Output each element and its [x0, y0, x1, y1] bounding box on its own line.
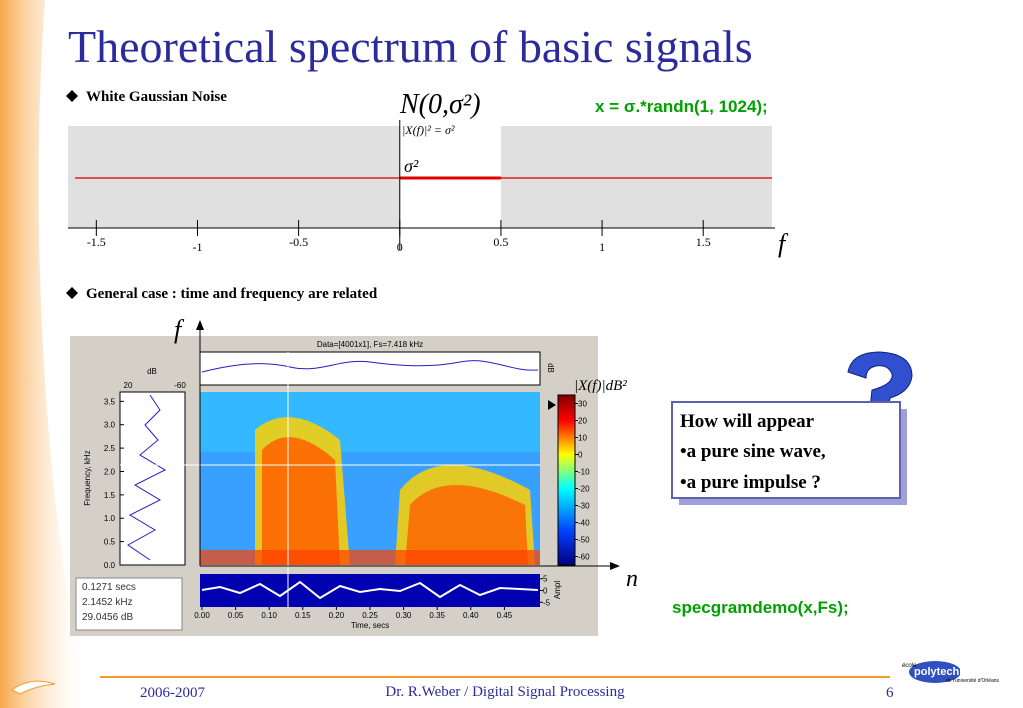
arrow	[548, 400, 556, 410]
x-tick-label: 0.45	[497, 611, 513, 620]
spectrogram-energy	[405, 485, 528, 565]
spectrogram-energy	[262, 437, 340, 565]
label: dB	[147, 367, 157, 376]
x-tick-label: 0.15	[295, 611, 311, 620]
axis-label: Time, secs	[351, 621, 389, 630]
readout: 29.0456 dB	[82, 612, 133, 623]
logo-text: école	[902, 663, 917, 669]
label: dB	[546, 363, 555, 373]
y-tick-label: 3.0	[104, 421, 116, 430]
heading: General case : time and frequency are re…	[86, 286, 378, 302]
colorbar-tick-label: -50	[578, 536, 590, 545]
colorbar-tick-label: -40	[578, 519, 590, 528]
arrow	[610, 562, 620, 570]
colorbar-tick-label: -20	[578, 485, 590, 494]
callout-text: •a pure impulse ?	[680, 472, 821, 493]
y-tick-label: 2.5	[104, 444, 116, 453]
readout: 2.1452 kHz	[82, 597, 133, 608]
callout-text: How will appear	[680, 411, 815, 432]
axis-label: f	[174, 315, 185, 344]
colorbar-tick-label: 0	[578, 451, 583, 460]
bullet	[66, 287, 78, 299]
colorbar-tick-label: -10	[578, 468, 590, 477]
colorbar-tick-label: 10	[578, 434, 587, 443]
y-tick-label: 1.5	[104, 491, 116, 500]
spectrogram-energy	[200, 550, 540, 565]
side-decoration	[0, 0, 90, 708]
axis-label: Frequency, kHz	[83, 450, 92, 505]
readout-box	[75, 577, 183, 631]
ampl-tick-label: 0	[543, 587, 548, 596]
callout-text: •a pure sine wave,	[680, 441, 826, 462]
plot-title: Data=[4001x1], Fs=7.418 kHz	[317, 340, 423, 349]
page-number: 6	[886, 685, 894, 701]
formula: |X(f)|² = σ²	[402, 123, 455, 137]
x-tick-label: -0.5	[289, 235, 308, 249]
readout: 0.1271 secs	[82, 582, 136, 593]
code: specgramdemo(x,Fs);	[672, 598, 849, 617]
x-tick-label: 0.25	[362, 611, 378, 620]
level-label: σ²	[404, 156, 419, 176]
arrow	[196, 320, 204, 330]
axis-label: f	[778, 229, 789, 258]
bullet	[66, 90, 78, 102]
footer-author: Dr. R.Weber / Digital Signal Processing	[385, 684, 625, 700]
x-tick-label: 0.5	[493, 235, 508, 249]
tick-label: -60	[174, 381, 186, 390]
code: x = σ.*randn(1, 1024);	[595, 97, 768, 116]
waveform	[201, 580, 539, 600]
x-tick-label: 1	[599, 240, 605, 254]
colorbar-tick-label: 30	[578, 400, 587, 409]
colorbar	[557, 394, 576, 566]
ampl-tick-label: -5	[543, 598, 551, 607]
y-tick-label: 2.0	[104, 467, 116, 476]
spectrum-plot	[199, 351, 541, 386]
y-tick-label: 3.5	[104, 397, 116, 406]
slice-line	[127, 394, 167, 561]
noise-plot: σ² -1.5 -1 -0.5 0 0.5 1 1.5 f	[68, 120, 789, 258]
x-tick-label: -1	[192, 240, 202, 254]
spectrum-line	[201, 360, 539, 373]
footer-year: 2006-2007	[140, 685, 205, 701]
title: Theoretical spectrum of basic signals	[68, 21, 753, 72]
x-tick-label: 0.10	[261, 611, 277, 620]
logo-shape	[909, 661, 961, 683]
x-tick-label: 0.35	[429, 611, 445, 620]
logo-text: polytechnique	[914, 666, 989, 678]
x-tick-label: 0.05	[228, 611, 244, 620]
slice-plot	[119, 391, 186, 566]
formula: N(0,σ²)	[399, 89, 481, 120]
colorbar-tick-label: -60	[578, 553, 590, 562]
x-tick-label: 0.40	[463, 611, 479, 620]
colorbar-tick-label: -30	[578, 502, 590, 511]
axis-label: n	[626, 566, 638, 592]
axis-label: Ampl	[553, 581, 562, 599]
spectrogram-band	[200, 392, 540, 452]
x-tick-label: 0.30	[396, 611, 412, 620]
y-tick-label: 1.0	[104, 514, 116, 523]
x-tick-label: 0.00	[194, 611, 210, 620]
university-logo	[11, 680, 56, 695]
heading: White Gaussian Noise	[86, 89, 227, 105]
tick-label: 20	[124, 381, 133, 390]
x-tick-label: 0	[397, 240, 403, 254]
logo-text: de l'université d'Orléans	[946, 678, 1000, 684]
callout	[671, 401, 901, 499]
formula: |X(f)|dB²	[574, 378, 627, 394]
ampl-tick-label: 5	[543, 575, 548, 584]
y-tick-label: 0.0	[104, 561, 116, 570]
colorbar-tick-label: 20	[578, 417, 587, 426]
x-tick-label: 1.5	[696, 235, 711, 249]
question-icon	[847, 351, 913, 409]
x-tick-label: 0.20	[329, 611, 345, 620]
x-tick-label: -1.5	[87, 235, 106, 249]
y-tick-label: 0.5	[104, 538, 116, 547]
